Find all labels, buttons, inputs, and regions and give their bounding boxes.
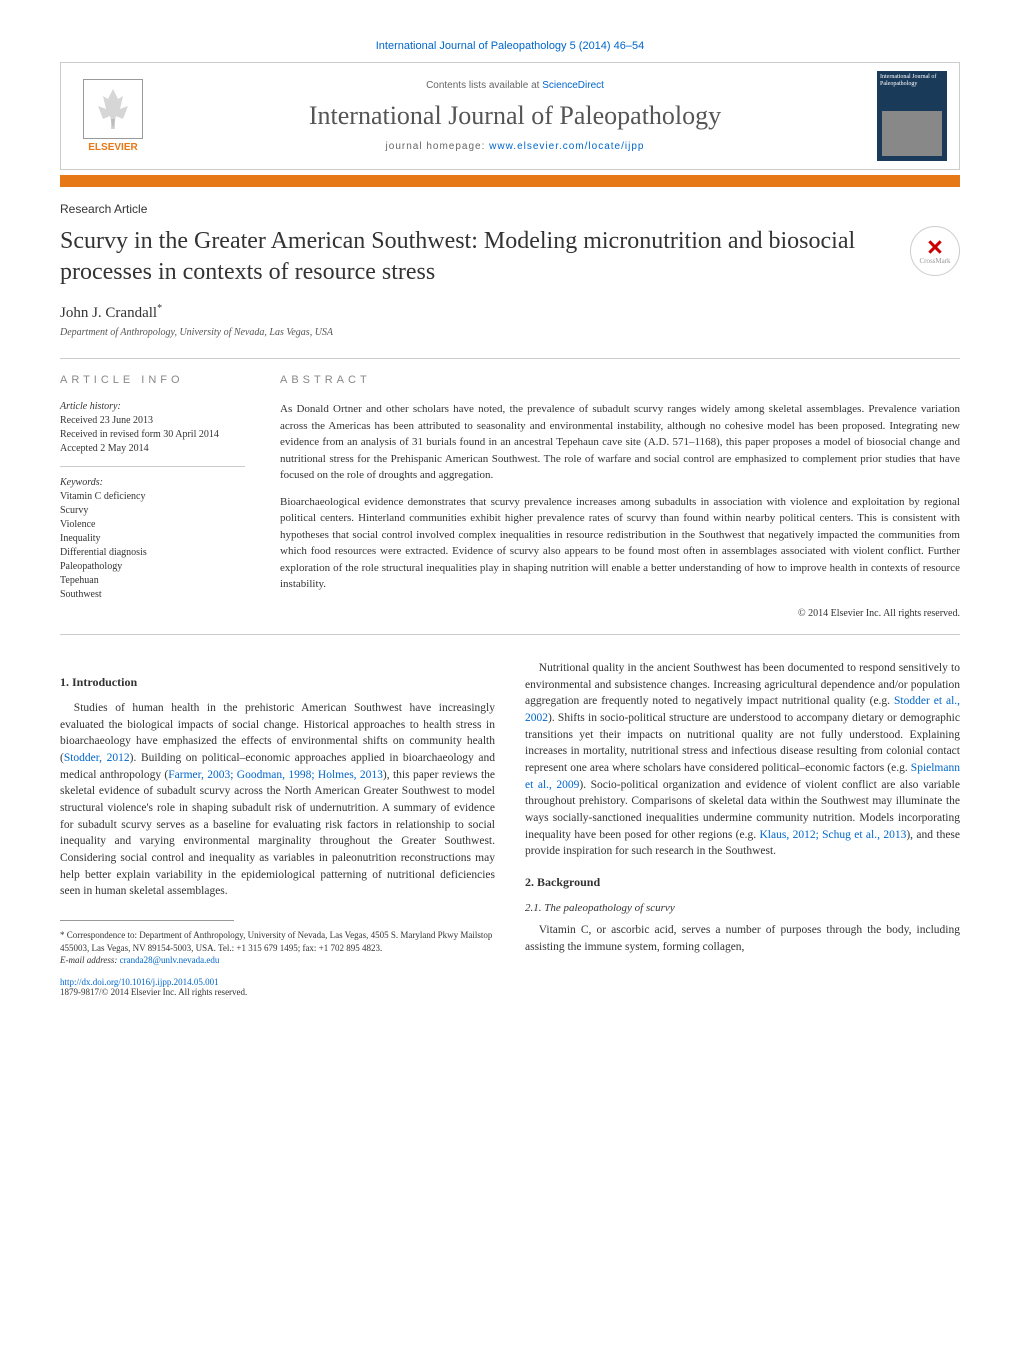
cite-klaus-schug[interactable]: Klaus, 2012; Schug et al., 2013 <box>760 829 907 841</box>
homepage-link[interactable]: www.elsevier.com/locate/ijpp <box>489 141 644 152</box>
history-heading: Article history: <box>60 401 245 412</box>
email-footnote: E-mail address: cranda28@unlv.nevada.edu <box>60 954 495 967</box>
doi-block: http://dx.doi.org/10.1016/j.ijpp.2014.05… <box>60 977 495 997</box>
correspondence-footnote: * Correspondence to: Department of Anthr… <box>60 929 495 954</box>
cover-image <box>882 111 942 156</box>
journal-header: ELSEVIER Contents lists available at Sci… <box>60 62 960 170</box>
intro-p2: Nutritional quality in the ancient South… <box>525 660 960 860</box>
crossmark-badge[interactable]: CrossMark <box>910 226 960 276</box>
section-2-heading: 2. Background <box>525 875 960 890</box>
sciencedirect-link[interactable]: ScienceDirect <box>542 80 604 91</box>
orange-divider <box>60 175 960 187</box>
author: John J. Crandall* <box>60 303 960 322</box>
keywords-heading: Keywords: <box>60 477 245 488</box>
section-1-heading: 1. Introduction <box>60 675 495 690</box>
cite-stodder-2012[interactable]: Stodder, 2012 <box>64 752 130 764</box>
journal-homepage: journal homepage: www.elsevier.com/locat… <box>153 141 877 152</box>
cover-title: International Journal of Paleopathology <box>880 74 944 87</box>
issn-copyright: 1879-9817/© 2014 Elsevier Inc. All right… <box>60 987 247 997</box>
email-label: E-mail address: <box>60 955 120 965</box>
abstract: ABSTRACT As Donald Ortner and other scho… <box>260 359 960 634</box>
section-2-1-p1: Vitamin C, or ascorbic acid, serves a nu… <box>525 922 960 955</box>
intro-text-c: ), this paper reviews the skeletal evide… <box>60 769 495 898</box>
doi-link[interactable]: http://dx.doi.org/10.1016/j.ijpp.2014.05… <box>60 977 219 987</box>
homepage-label: journal homepage: <box>386 141 490 152</box>
article-info: ARTICLE INFO Article history: Received 2… <box>60 359 260 634</box>
contents-available: Contents lists available at ScienceDirec… <box>153 80 877 91</box>
journal-reference: International Journal of Paleopathology … <box>60 40 960 52</box>
elsevier-logo: ELSEVIER <box>73 79 153 153</box>
left-column: 1. Introduction Studies of human health … <box>60 660 495 997</box>
journal-name: International Journal of Paleopathology <box>153 101 877 131</box>
corr-mark: * <box>60 930 67 940</box>
article-title: Scurvy in the Greater American Southwest… <box>60 226 890 288</box>
corr-text: Correspondence to: Department of Anthrop… <box>60 930 492 953</box>
abstract-copyright: © 2014 Elsevier Inc. All rights reserved… <box>280 608 960 619</box>
contents-text: Contents lists available at <box>426 80 542 91</box>
right-column: Nutritional quality in the ancient South… <box>525 660 960 997</box>
affiliation: Department of Anthropology, University o… <box>60 327 960 338</box>
journal-cover: International Journal of Paleopathology <box>877 71 947 161</box>
abstract-p1: As Donald Ortner and other scholars have… <box>280 401 960 484</box>
crossmark-icon <box>925 237 945 257</box>
abstract-p2: Bioarchaeological evidence demonstrates … <box>280 494 960 593</box>
intro-p1: Studies of human health in the prehistor… <box>60 700 495 900</box>
article-type: Research Article <box>60 202 960 216</box>
keywords-text: Vitamin C deficiencyScurvyViolenceInequa… <box>60 490 245 602</box>
elsevier-tree-icon <box>83 79 143 139</box>
cite-farmer-goodman-holmes[interactable]: Farmer, 2003; Goodman, 1998; Holmes, 201… <box>168 769 383 781</box>
abstract-heading: ABSTRACT <box>280 374 960 386</box>
elsevier-label: ELSEVIER <box>73 142 153 153</box>
footnote-separator <box>60 920 234 921</box>
author-name: John J. Crandall <box>60 305 157 321</box>
history-text: Received 23 June 2013Received in revised… <box>60 414 245 456</box>
author-mark: * <box>157 303 162 314</box>
info-heading: ARTICLE INFO <box>60 374 245 386</box>
email-link[interactable]: cranda28@unlv.nevada.edu <box>120 955 220 965</box>
p2-text-b: ). Shifts in socio-political structure a… <box>525 712 960 774</box>
crossmark-label: CrossMark <box>919 257 950 265</box>
section-2-1-heading: 2.1. The paleopathology of scurvy <box>525 902 960 914</box>
